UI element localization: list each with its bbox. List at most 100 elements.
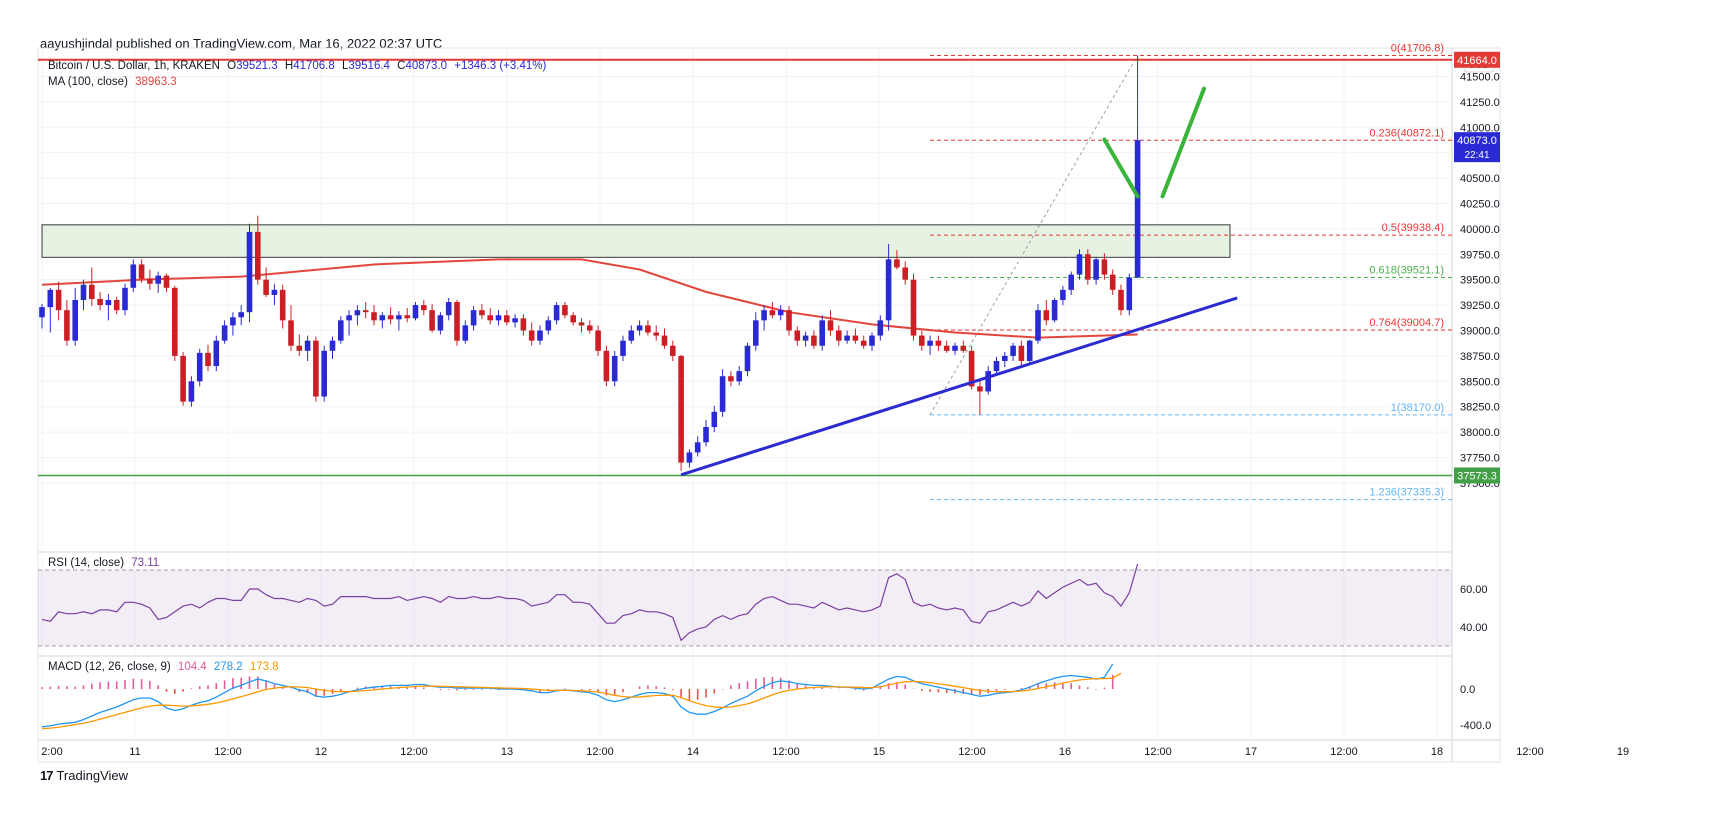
candle-body-84 [736, 371, 742, 382]
candle-body-30 [288, 320, 294, 346]
candle-body-60 [537, 330, 543, 341]
candle-body-41 [379, 315, 386, 321]
candle-body-12 [138, 264, 145, 279]
candle-104 [902, 261, 908, 285]
candles-layer [39, 55, 1141, 471]
candle-body-119 [1026, 340, 1033, 361]
candle-61 [545, 316, 552, 335]
candle-111 [960, 340, 967, 353]
candle-0 [39, 304, 45, 329]
high-label: H [284, 60, 294, 72]
candle-114 [985, 366, 991, 395]
candle-63 [562, 302, 568, 319]
time-tick-7: 14 [687, 746, 699, 758]
candle-body-51 [462, 325, 469, 341]
rsi-band [38, 570, 1452, 646]
time-tick-15: 18 [1431, 746, 1443, 758]
candle-body-72 [636, 325, 643, 331]
candle-body-79 [694, 442, 701, 453]
candle-body-13 [147, 278, 153, 284]
candle-body-67 [595, 330, 601, 351]
candle-body-59 [528, 330, 535, 341]
candle-74 [653, 325, 659, 341]
macd-line-value: 278.2 [213, 661, 243, 673]
candle-90 [786, 306, 792, 336]
price-tick-0: 41500.0 [1460, 71, 1500, 83]
candle-body-52 [470, 310, 477, 326]
candle-body-18 [188, 381, 195, 402]
candle-35 [329, 336, 336, 359]
price-tick-14: 38000.0 [1460, 427, 1500, 439]
tradingview-logo[interactable]: 17 TradingView [40, 768, 128, 783]
price-tick-15: 37750.0 [1460, 453, 1500, 465]
candle-body-47 [429, 310, 435, 331]
candle-body-73 [645, 325, 651, 333]
macd-legend: MACD (12, 26, close, 9) 104.4 278.2 173.… [48, 661, 283, 673]
macd-tick-neg400: -400.0 [1460, 720, 1491, 732]
candle-body-96 [836, 330, 842, 341]
candle-26 [255, 215, 261, 285]
candle-70 [620, 335, 626, 361]
candle-82 [719, 369, 726, 417]
candle-106 [919, 330, 925, 351]
candle-body-85 [744, 345, 751, 372]
candle-body-11 [130, 264, 137, 288]
countdown-label: 22:41 [1464, 150, 1489, 161]
candle-body-64 [570, 315, 576, 323]
level-low-label: 37573.3 [1457, 470, 1497, 482]
candle-21 [213, 335, 220, 372]
candle-body-49 [445, 302, 452, 316]
candle-body-58 [520, 318, 527, 331]
candle-76 [670, 340, 676, 361]
symbol-title: Bitcoin / U.S. Dollar, 1h, KRAKEN [48, 60, 220, 72]
candle-body-88 [769, 310, 776, 316]
candle-97 [844, 330, 850, 344]
candle-body-66 [587, 325, 593, 331]
candle-body-93 [811, 335, 817, 346]
candle-79 [694, 436, 701, 457]
candle-body-19 [196, 352, 203, 382]
candle-body-71 [628, 330, 635, 341]
candle-51 [462, 320, 469, 344]
candle-49 [445, 297, 452, 321]
macd-tick-0: 0.0 [1460, 684, 1475, 696]
candle-83 [728, 371, 734, 387]
candle-body-45 [412, 305, 419, 319]
candle-34 [321, 345, 327, 402]
candle-body-76 [670, 345, 676, 356]
candle-body-130 [1118, 289, 1124, 311]
candle-7 [97, 291, 103, 311]
macd-pane: 0.0 -400.0 [41, 663, 1491, 732]
candle-119 [1026, 339, 1033, 364]
candle-43 [396, 311, 402, 331]
fib-label-0.618: 0.618(39521.1) [1369, 265, 1444, 277]
candle-62 [553, 302, 560, 325]
candle-39 [362, 302, 369, 319]
rsi-legend: RSI (14, close) 73.11 [48, 557, 163, 569]
candle-body-48 [437, 315, 444, 331]
time-tick-5: 13 [501, 746, 513, 758]
candle-body-106 [919, 335, 925, 346]
candle-body-0 [39, 307, 45, 318]
candle-body-35 [329, 340, 336, 351]
time-tick-8: 12:00 [772, 746, 800, 758]
candle-body-46 [421, 305, 427, 311]
candle-15 [163, 273, 170, 292]
candle-87 [761, 305, 767, 331]
candle-130 [1118, 284, 1124, 316]
candle-38 [354, 305, 361, 326]
candle-117 [1010, 342, 1016, 361]
candle-59 [528, 322, 535, 346]
fib-label-0: 0(41706.8) [1391, 42, 1444, 54]
time-tick-12: 12:00 [1144, 746, 1172, 758]
rsi-value: 73.11 [131, 557, 160, 569]
candle-body-99 [860, 340, 867, 346]
candle-body-53 [479, 310, 485, 316]
candle-85 [744, 342, 751, 377]
candle-body-81 [711, 411, 718, 428]
candle-77 [678, 354, 684, 471]
candle-body-117 [1010, 345, 1016, 356]
low-label: L [341, 60, 349, 72]
candle-93 [811, 330, 817, 349]
